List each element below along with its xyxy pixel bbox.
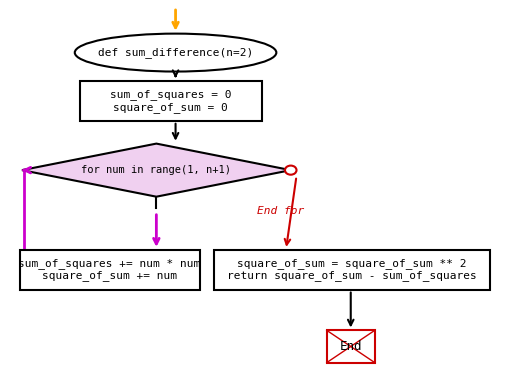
- Bar: [214, 250, 490, 290]
- Bar: [327, 330, 375, 363]
- Text: sum_of_squares += num * num
square_of_sum += num: sum_of_squares += num * num square_of_su…: [19, 258, 200, 282]
- Text: End: End: [339, 340, 362, 353]
- Bar: [80, 81, 262, 121]
- Ellipse shape: [75, 34, 276, 71]
- Bar: [20, 250, 199, 290]
- Text: End for: End for: [257, 206, 305, 216]
- Circle shape: [285, 165, 296, 175]
- Polygon shape: [22, 144, 291, 197]
- Text: def sum_difference(n=2): def sum_difference(n=2): [98, 47, 253, 58]
- Text: square_of_sum = square_of_sum ** 2
return square_of_sum - sum_of_squares: square_of_sum = square_of_sum ** 2 retur…: [227, 258, 477, 282]
- Text: for num in range(1, n+1): for num in range(1, n+1): [81, 165, 231, 175]
- Text: sum_of_squares = 0
square_of_sum = 0: sum_of_squares = 0 square_of_sum = 0: [110, 89, 231, 113]
